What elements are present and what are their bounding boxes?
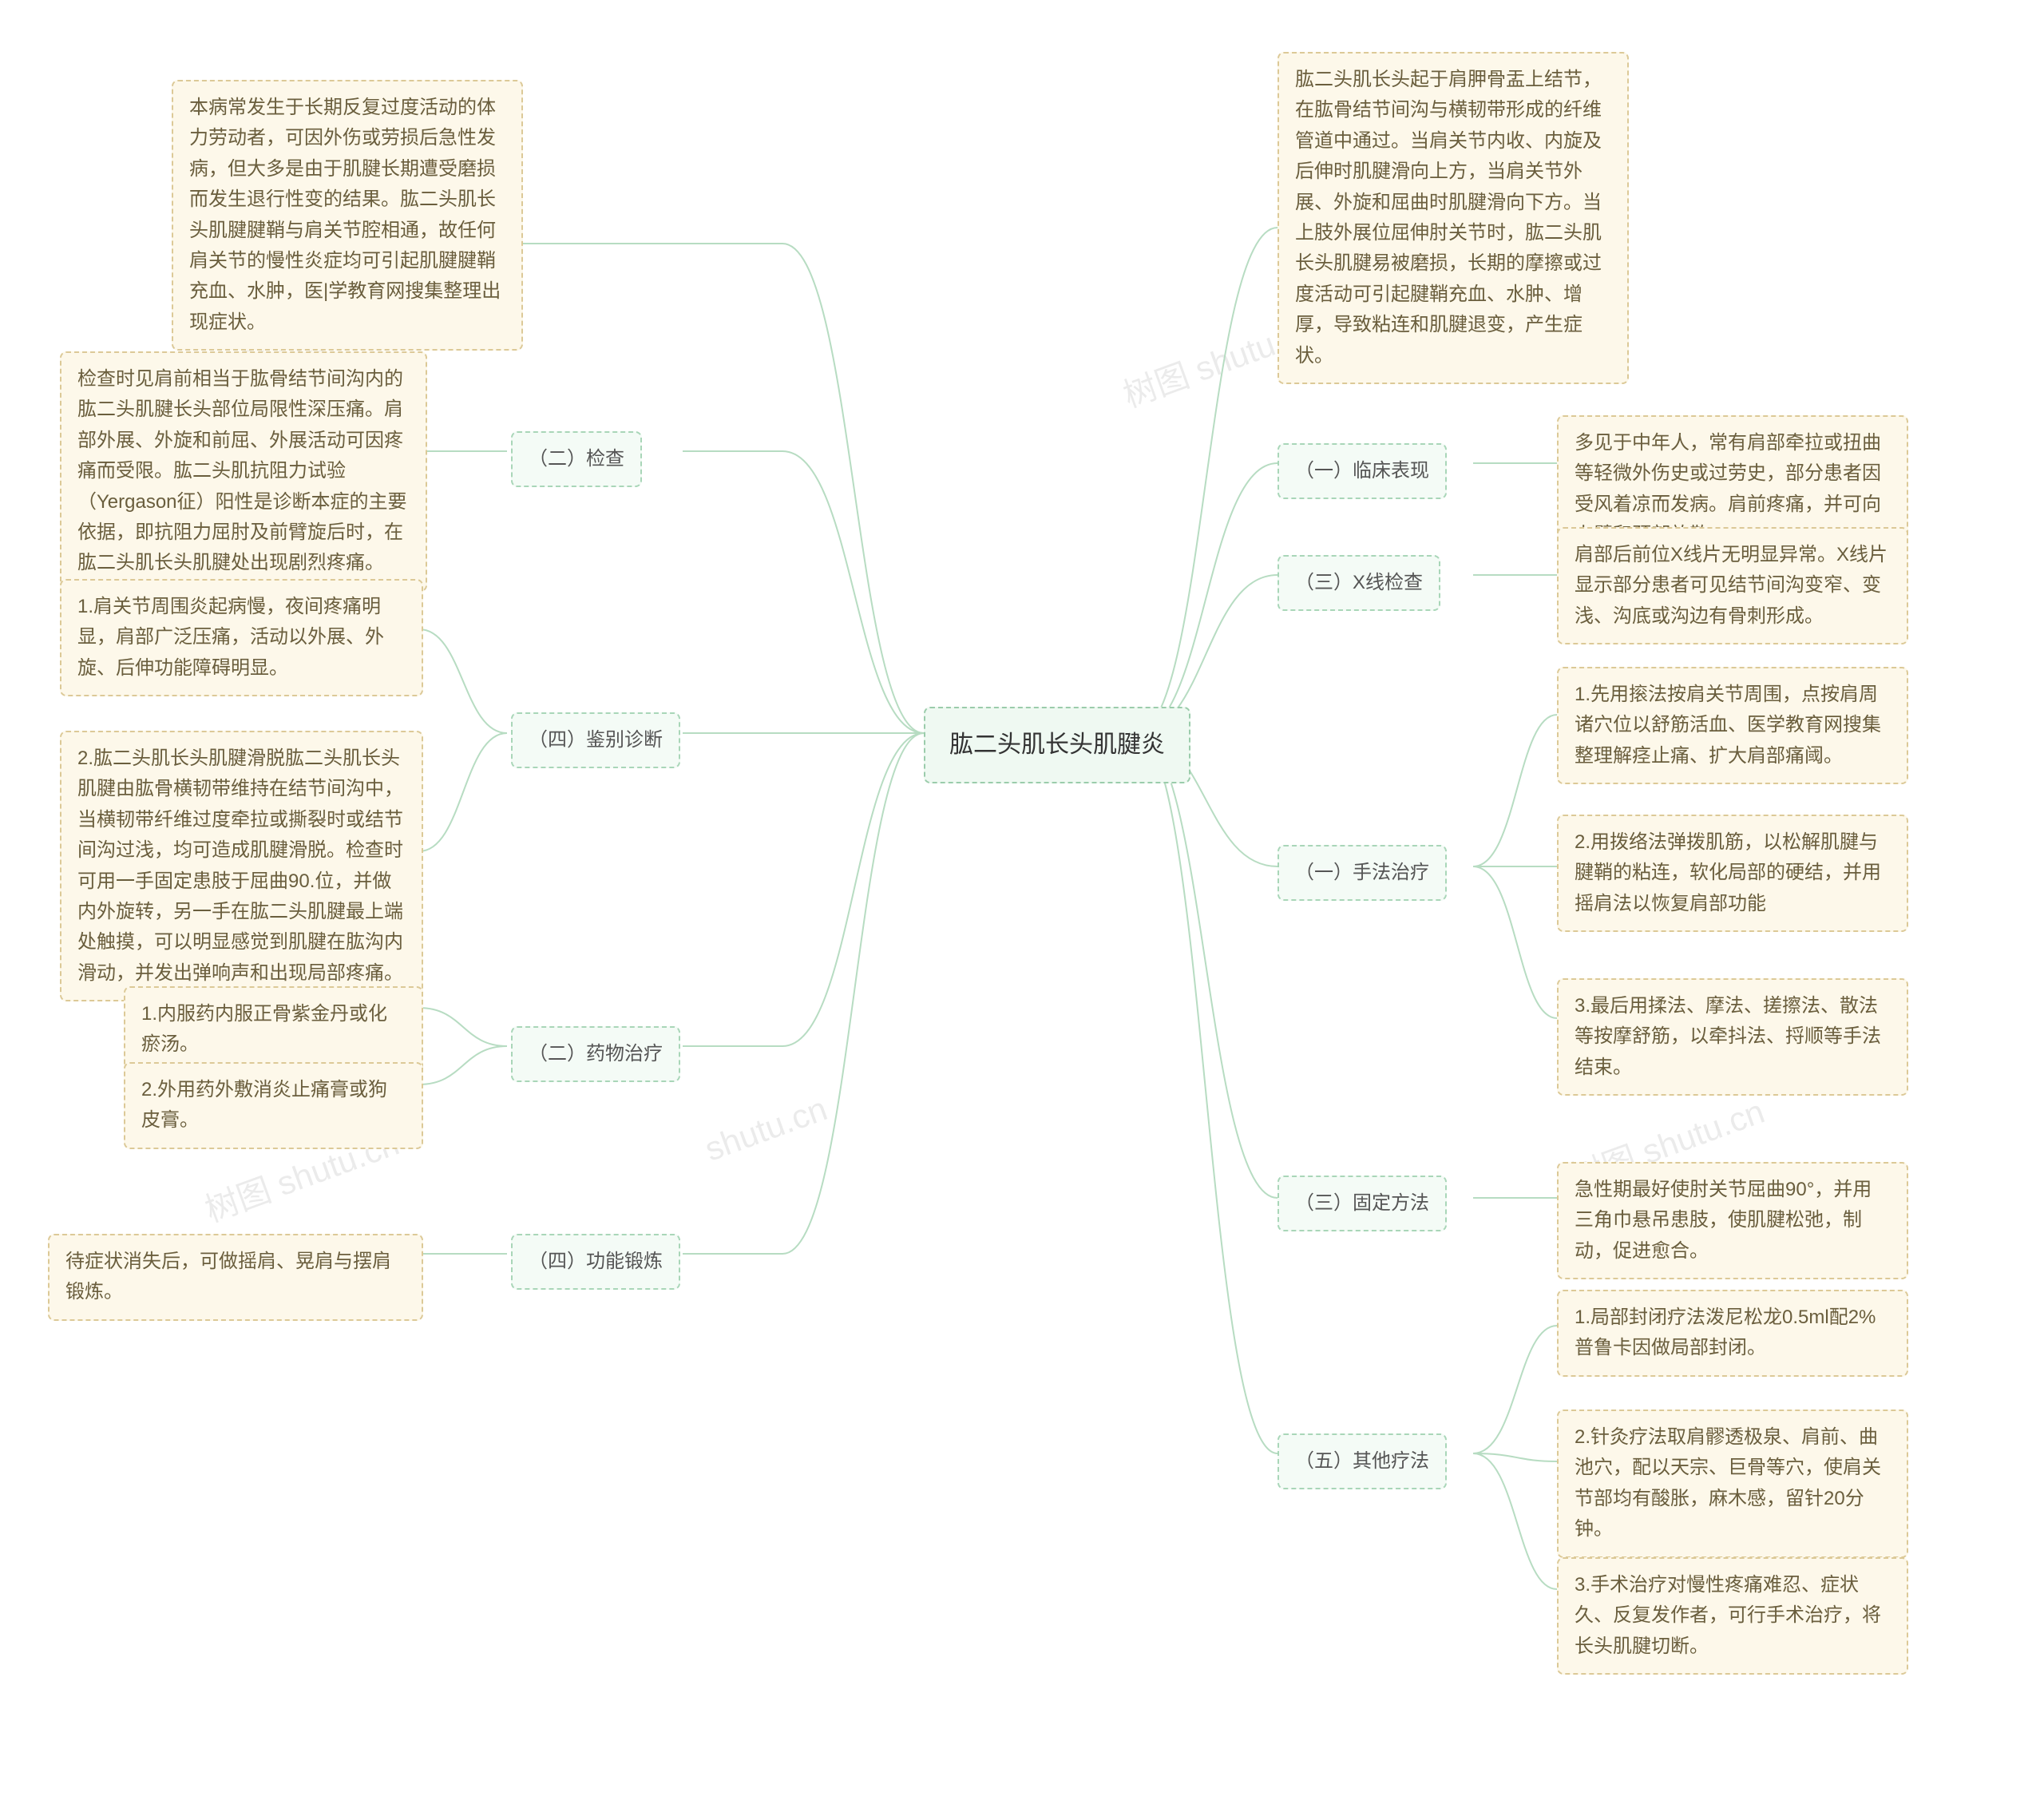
right-b5-item2: 3.手术治疗对慢性疼痛难忍、症状久、反复发作者，可行手术治疗，将长头肌腱切断。 [1557, 1557, 1908, 1675]
right-b1b-item2: 3.最后用揉法、摩法、搓擦法、散法等按摩舒筋，以牵抖法、捋顺等手法结束。 [1557, 978, 1908, 1096]
right-b3b-label: （三）固定方法 [1278, 1176, 1447, 1231]
right-b5-item0: 1.局部封闭疗法泼尼松龙0.5ml配2%普鲁卡因做局部封闭。 [1557, 1290, 1908, 1377]
right-b3b-text: 急性期最好使肘关节屈曲90°，并用三角巾悬吊患肢，使肌腱松弛，制动，促进愈合。 [1557, 1162, 1908, 1279]
right-b1b-item1: 2.用拨络法弹拨肌筋，以松解肌腱与腱鞘的粘连，软化局部的硬结，并用摇肩法以恢复肩… [1557, 815, 1908, 932]
right-b3-text: 肩部后前位X线片无明显异常。X线片显示部分患者可见结节间沟变窄、变浅、沟底或沟边… [1557, 527, 1908, 644]
left-b4b-label: （四）功能锻炼 [511, 1234, 680, 1290]
left-b2b-item1: 2.外用药外敷消炎止痛膏或狗皮膏。 [124, 1062, 423, 1149]
right-b3-label: （三）X线检查 [1278, 555, 1440, 611]
left-b4-item1: 2.肱二头肌长头肌腱滑脱肱二头肌长头肌腱由肱骨横韧带维持在结节间沟中，当横韧带纤… [60, 731, 423, 1001]
left-b2-label: （二）检查 [511, 431, 642, 487]
left-b2b-label: （二）药物治疗 [511, 1026, 680, 1082]
left-intro: 本病常发生于长期反复过度活动的体力劳动者，可因外伤或劳损后急性发病，但大多是由于… [172, 80, 523, 351]
left-b4-item0: 1.肩关节周围炎起病慢，夜间疼痛明显，肩部广泛压痛，活动以外展、外旋、后伸功能障… [60, 579, 423, 696]
right-b1b-label: （一）手法治疗 [1278, 845, 1447, 901]
right-b1b-item0: 1.先用㨰法按肩关节周围，点按肩周诸穴位以舒筋活血、医学教育网搜集整理解痉止痛、… [1557, 667, 1908, 784]
watermark: shutu.cn [700, 1089, 833, 1168]
left-b2-text: 检查时见肩前相当于肱骨结节间沟内的肱二头肌腱长头部位局限性深压痛。肩部外展、外旋… [60, 351, 427, 592]
right-b5-label: （五）其他疗法 [1278, 1433, 1447, 1489]
left-b2b-item0: 1.内服药内服正骨紫金丹或化瘀汤。 [124, 986, 423, 1073]
right-b5-item1: 2.针灸疗法取肩髎透极泉、肩前、曲池穴，配以天宗、巨骨等穴，使肩关节部均有酸胀，… [1557, 1410, 1908, 1558]
left-b4b-text: 待症状消失后，可做摇肩、晃肩与摆肩锻炼。 [48, 1234, 423, 1321]
left-b4-label: （四）鉴别诊断 [511, 712, 680, 768]
right-b1-label: （一）临床表现 [1278, 443, 1447, 499]
center-node: 肱二头肌长头肌腱炎 [924, 707, 1190, 783]
right-intro: 肱二头肌长头起于肩胛骨盂上结节，在肱骨结节间沟与横韧带形成的纤维管道中通过。当肩… [1278, 52, 1629, 384]
